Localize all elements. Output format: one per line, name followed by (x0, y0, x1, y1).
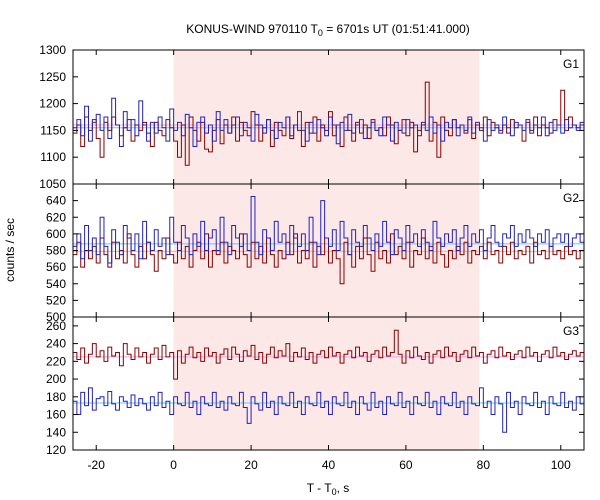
x-tick-label: 60 (399, 458, 413, 472)
y-tick-label: 1300 (39, 43, 66, 57)
y-tick-label: 220 (46, 354, 66, 368)
x-tick-label: -20 (88, 458, 106, 472)
x-tick-label: 20 (244, 458, 258, 472)
x-axis-label-rest: , s (337, 481, 350, 495)
y-tick-label: 580 (46, 244, 66, 258)
y-tick-label: 200 (46, 372, 66, 386)
x-axis-label-main: T - T (307, 481, 333, 495)
y-tick-label: 1050 (39, 177, 66, 191)
chart-title-main: KONUS-WIND 970110 T (186, 22, 318, 36)
panel-label: G3 (563, 324, 579, 338)
y-tick-label: 620 (46, 210, 66, 224)
y-tick-label: 560 (46, 260, 66, 274)
chart-title-subscript: 0 (318, 28, 323, 38)
y-tick-label: 160 (46, 408, 66, 422)
y-tick-label: 240 (46, 337, 66, 351)
shaded-interval (173, 184, 480, 317)
series-line-red_series (73, 329, 584, 380)
y-tick-label: 120 (46, 443, 66, 457)
y-tick-label: 260 (46, 319, 66, 333)
y-tick-label: 600 (46, 227, 66, 241)
series-line-blue_series (73, 387, 584, 433)
series-line-blue_series (73, 195, 584, 264)
y-tick-label: 1150 (40, 123, 66, 137)
x-axis-label: T - T0, s (307, 481, 350, 497)
chart-title-rest: = 6701s UT (01:51:41.000) (323, 22, 470, 36)
panel-g3: 120 140 160 180 200 220 240 260 G3 (46, 316, 585, 457)
x-axis-label-subscript: 0 (332, 487, 337, 497)
panel-g1: 1050 1100 1150 1200 1250 1300 G1 (39, 43, 585, 191)
panel-g2: 500 520 540 560 580 600 620 640 G2 (46, 183, 585, 324)
panel-label: G1 (563, 57, 579, 71)
x-tick-label: 100 (551, 458, 571, 472)
y-tick-label: 500 (46, 310, 66, 324)
shaded-interval (173, 317, 480, 450)
y-tick-label: 1200 (39, 97, 66, 111)
series-line-red_series (73, 233, 584, 285)
y-tick-label: 640 (46, 194, 66, 208)
x-tick-label: 40 (322, 458, 336, 472)
y-tick-label: 1100 (40, 150, 66, 164)
chart-title: KONUS-WIND 970110 T0 = 6701s UT (01:51:4… (186, 22, 470, 38)
y-tick-label: 140 (46, 425, 66, 439)
shaded-interval (173, 50, 480, 184)
x-tick-label: 80 (477, 458, 491, 472)
y-tick-label: 520 (46, 293, 66, 307)
x-tick-label: 0 (170, 458, 177, 472)
y-tick-label: 540 (46, 277, 66, 291)
panel-label: G2 (563, 191, 579, 205)
y-axis-label: counts / sec (3, 218, 17, 282)
series-line-blue_series (73, 97, 584, 147)
y-tick-label: 1250 (39, 70, 66, 84)
y-tick-label: 180 (46, 390, 66, 404)
